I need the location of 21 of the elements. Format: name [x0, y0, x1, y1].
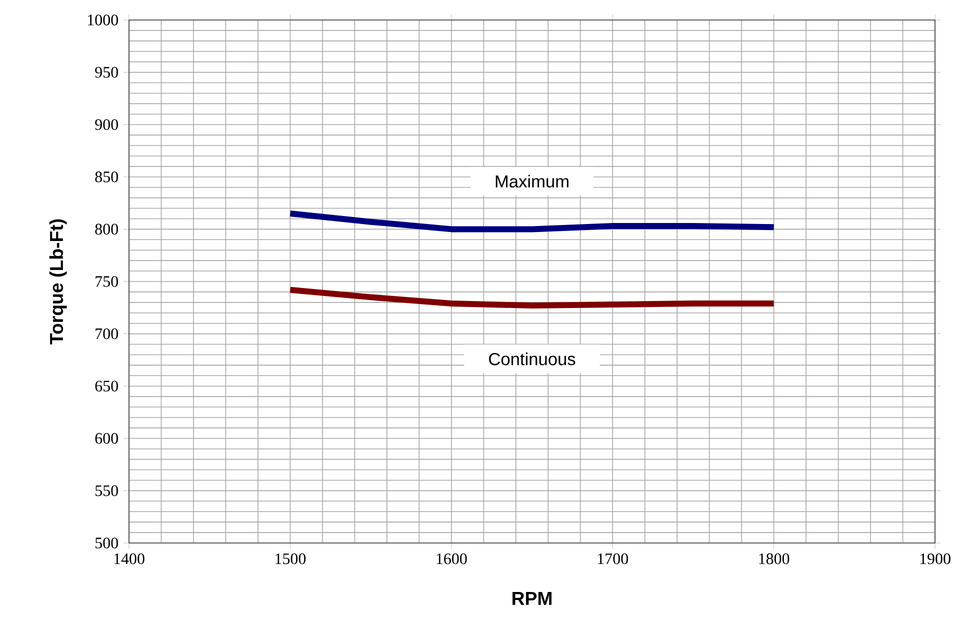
y-tick-label: 600: [95, 432, 118, 444]
x-tick-label: 1500: [276, 553, 306, 564]
y-tick-label: 800: [95, 224, 118, 235]
x-tick-label: 1700: [598, 553, 628, 564]
y-tick-label: 850: [95, 171, 118, 182]
y-axis-title: Torque (Lb-Ft): [49, 219, 67, 344]
y-tick-label: 650: [95, 380, 118, 392]
y-tick-label: 1000: [88, 14, 118, 26]
y-tick-label: 750: [96, 276, 118, 287]
y-tick-label: 950: [95, 66, 118, 78]
text: Continuous: [489, 352, 576, 366]
x-tick-label: 1800: [759, 553, 790, 564]
text: Maximum: [496, 174, 568, 188]
y-tick-label: 550: [96, 485, 118, 496]
x-tick-label: 1900: [920, 553, 950, 564]
y-tick-label: 700: [96, 328, 118, 340]
x-tick-label: 1600: [436, 553, 467, 564]
y-tick-label: 900: [95, 119, 118, 130]
x-axis-title: RPM: [512, 592, 552, 605]
y-tick-label: 500: [96, 538, 118, 548]
x-tick-label: 1400: [114, 553, 144, 564]
